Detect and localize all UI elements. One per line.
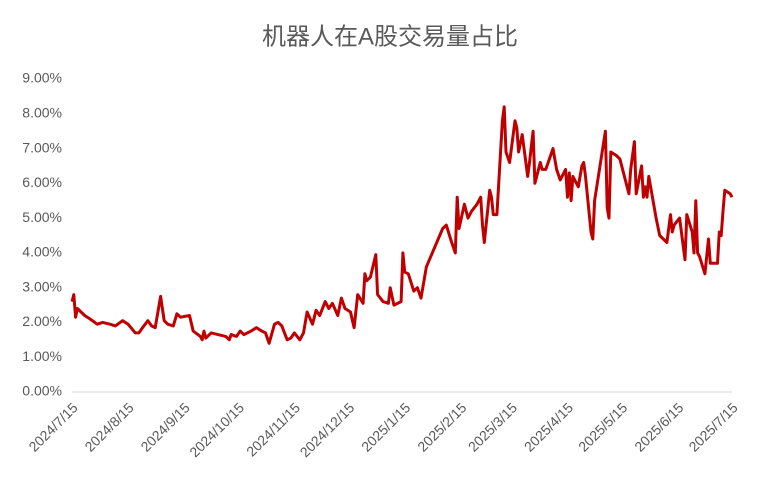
y-tick-label: 0.00% — [22, 383, 62, 399]
x-tick-label: 2024/7/15 — [25, 399, 81, 455]
y-tick-label: 4.00% — [22, 244, 62, 260]
x-tick-label: 2025/7/15 — [685, 399, 741, 455]
x-tick-label: 2024/9/15 — [137, 399, 193, 455]
x-tick-label: 2024/11/15 — [243, 399, 303, 459]
x-tick-label: 2025/6/15 — [631, 399, 687, 455]
y-tick-label: 1.00% — [22, 348, 62, 364]
x-tick-label: 2024/8/15 — [81, 399, 137, 455]
y-tick-label: 6.00% — [22, 174, 62, 190]
x-tick-label: 2024/10/15 — [186, 399, 247, 460]
x-tick-label: 2025/1/15 — [358, 399, 414, 455]
y-tick-label: 9.00% — [22, 70, 62, 86]
x-tick-label: 2025/4/15 — [521, 399, 577, 455]
y-tick-label: 5.00% — [22, 209, 62, 225]
y-tick-label: 7.00% — [22, 139, 62, 155]
y-tick-label: 2.00% — [22, 313, 62, 329]
line-series — [70, 105, 734, 345]
y-tick-label: 8.00% — [22, 104, 62, 120]
x-tick-label: 2025/2/15 — [414, 399, 470, 455]
y-tick-label: 3.00% — [22, 278, 62, 294]
x-tick-label: 2024/12/15 — [297, 399, 358, 460]
chart-title: 机器人在A股交易量占比 — [262, 23, 518, 50]
x-tick-label: 2025/5/15 — [575, 399, 631, 455]
x-tick-label: 2025/3/15 — [465, 399, 521, 455]
